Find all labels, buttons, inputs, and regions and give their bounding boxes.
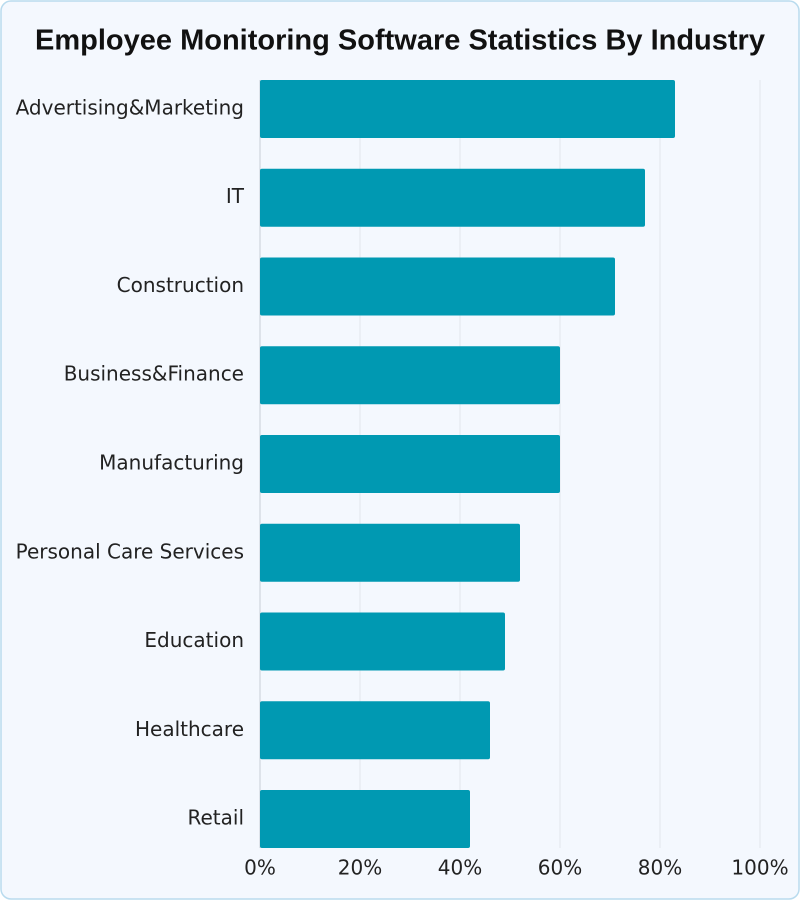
bar: [260, 435, 560, 493]
bar: [260, 346, 560, 405]
x-tick-label: 80%: [638, 856, 682, 880]
bar: [260, 701, 490, 760]
x-tick-label: 100%: [731, 856, 788, 880]
bar: [260, 257, 615, 316]
y-tick-label: Manufacturing: [99, 451, 244, 475]
y-tick-label: Business&Finance: [64, 362, 244, 386]
x-tick-label: 60%: [538, 856, 582, 880]
bar: [260, 79, 675, 138]
y-tick-label: Healthcare: [135, 717, 244, 741]
x-tick-label: 20%: [338, 856, 382, 880]
x-tick-label: 0%: [244, 856, 276, 880]
bar: [260, 790, 470, 849]
chart-title: Employee Monitoring Software Statistics …: [35, 25, 765, 57]
x-tick-label: 40%: [438, 856, 482, 880]
y-tick-label: Retail: [187, 806, 244, 830]
y-tick-label: Construction: [117, 273, 244, 297]
bar: [260, 523, 520, 582]
y-tick-label: Personal Care Services: [16, 539, 244, 563]
y-tick-label: IT: [226, 184, 245, 208]
bar: [260, 612, 505, 671]
y-tick-label: Education: [144, 628, 244, 652]
bar: [260, 168, 645, 227]
y-tick-label: Advertising&Marketing: [16, 95, 244, 119]
